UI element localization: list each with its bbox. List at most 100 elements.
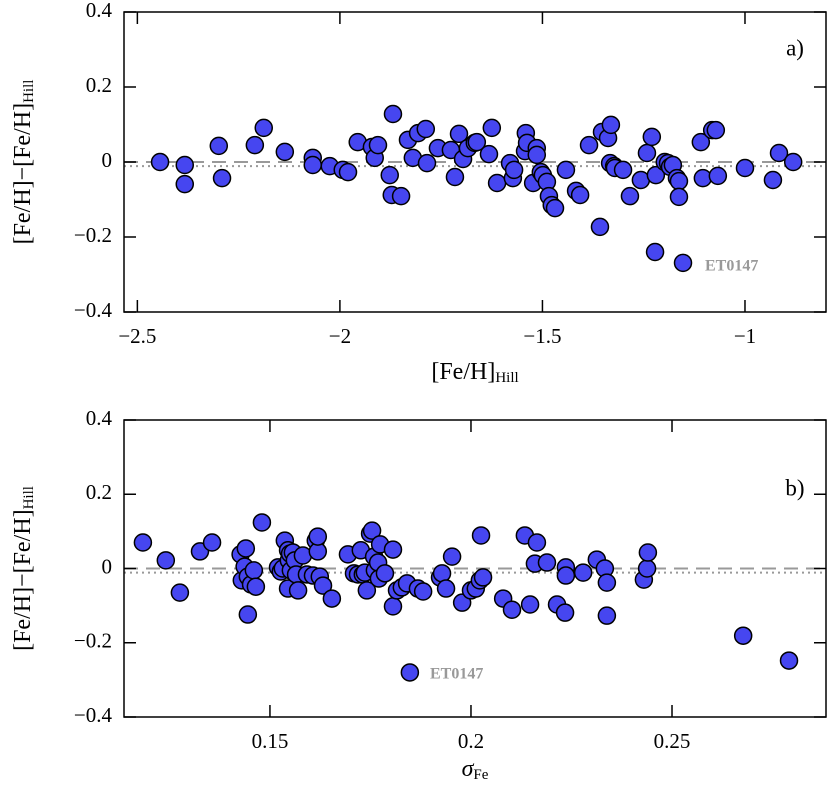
data-point	[637, 143, 657, 163]
data-point	[150, 152, 170, 172]
data-point	[442, 547, 462, 566]
data-point	[763, 170, 783, 190]
data-point	[417, 153, 437, 173]
y-tick-label: 0.4	[86, 0, 113, 22]
data-point	[769, 143, 789, 163]
data-point	[236, 539, 256, 558]
data-point	[322, 589, 342, 608]
data-point	[473, 568, 493, 587]
data-point	[590, 217, 610, 237]
data-point	[537, 553, 557, 572]
data-point	[504, 160, 524, 180]
x-tick-label: −1.5	[523, 324, 561, 348]
data-point	[502, 600, 522, 619]
data-point	[673, 253, 693, 273]
data-point	[238, 605, 258, 624]
y-tick-label: 0.2	[86, 480, 112, 504]
y-tick-label: −0.4	[74, 703, 113, 727]
data-point	[175, 155, 195, 175]
data-point	[391, 186, 411, 206]
panel-label: a)	[786, 35, 804, 60]
y-tick-label: 0	[102, 148, 113, 172]
data-point	[708, 166, 728, 186]
data-point	[436, 579, 456, 598]
data-point	[570, 185, 590, 205]
x-tick-label: 0.15	[252, 729, 289, 753]
data-point	[783, 152, 803, 172]
data-point	[706, 120, 726, 140]
data-point	[175, 174, 195, 194]
annotation: ET0147	[430, 666, 483, 683]
x-tick-label: 0.25	[654, 729, 691, 753]
data-point	[613, 160, 633, 180]
data-point	[601, 115, 621, 135]
y-tick-label: 0	[102, 554, 113, 578]
annotation: ET0147	[705, 258, 758, 275]
y-tick-label: 0.4	[86, 406, 113, 430]
y-tick-label: −0.2	[74, 223, 112, 247]
data-point	[170, 583, 190, 602]
x-tick-label: −2	[329, 324, 351, 348]
data-point	[597, 573, 617, 592]
data-point	[487, 173, 507, 193]
data-point	[555, 603, 575, 622]
y-tick-label: −0.4	[74, 298, 113, 322]
data-point	[467, 132, 487, 152]
data-point	[254, 118, 274, 138]
data-point	[400, 663, 420, 682]
x-tick-label: −1	[734, 324, 756, 348]
data-point	[645, 242, 665, 262]
data-point	[245, 135, 265, 155]
data-point	[779, 651, 799, 670]
data-point	[471, 526, 491, 545]
x-axis-label-sub: Hill	[495, 370, 518, 386]
data-point	[244, 561, 264, 580]
x-axis-label-main: [Fe/H]	[431, 359, 495, 385]
data-point	[338, 162, 358, 182]
y-tick-label: 0.2	[86, 73, 112, 97]
data-point	[642, 127, 662, 147]
x-axis-label: σFe	[462, 756, 489, 784]
data-point	[275, 142, 295, 162]
data-point	[445, 167, 465, 187]
data-point	[691, 132, 711, 152]
y-axis-label-sub: Hill	[21, 486, 37, 509]
data-point	[308, 527, 328, 546]
data-point	[579, 135, 599, 155]
data-point	[413, 582, 433, 601]
data-point	[303, 155, 323, 175]
data-point	[545, 198, 565, 218]
x-tick-label: 0.2	[458, 729, 484, 753]
data-point	[357, 581, 377, 600]
data-point	[380, 165, 399, 185]
data-point	[288, 581, 308, 600]
data-point	[520, 595, 540, 614]
y-tick-label: −0.2	[74, 629, 112, 653]
data-point	[432, 564, 452, 583]
data-point	[638, 543, 658, 562]
data-point	[313, 576, 333, 595]
y-axis-label-main: [Fe/H]−[Fe/H]	[10, 509, 36, 651]
data-point	[735, 158, 755, 178]
data-point	[416, 119, 436, 139]
data-point	[449, 124, 469, 144]
data-point	[375, 564, 395, 583]
panel-label: b)	[785, 475, 804, 500]
data-point	[212, 168, 232, 188]
data-point	[527, 533, 547, 552]
data-point	[362, 521, 382, 540]
data-point	[733, 626, 753, 645]
data-point	[202, 533, 222, 552]
data-point	[479, 144, 499, 164]
x-axis-label-sub: Fe	[473, 767, 488, 783]
y-axis-label-sub: Hill	[21, 80, 37, 103]
data-point	[573, 563, 593, 582]
data-point	[669, 171, 689, 191]
data-point	[246, 577, 266, 596]
data-point	[383, 597, 403, 616]
y-axis-label: [Fe/H]−[Fe/H]Hill	[10, 80, 38, 245]
data-point	[646, 165, 666, 185]
data-point	[252, 513, 272, 532]
data-point	[383, 104, 403, 124]
